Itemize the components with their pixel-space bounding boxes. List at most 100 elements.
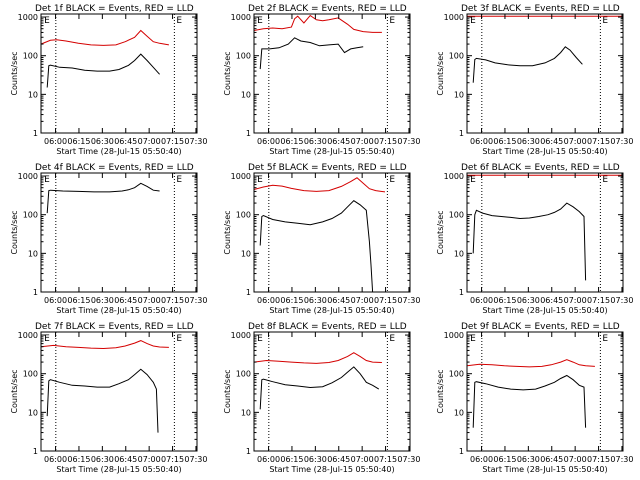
y-axis-label: Counts/sec — [10, 210, 19, 254]
x-tick-label: 07:00 — [138, 455, 161, 464]
plot-title-4: Det 4f BLACK = Events, RED = LLD — [35, 163, 194, 173]
detector-plot-4: Det 4f BLACK = Events, RED = LLD E E 1 10 100… — [10, 163, 207, 315]
y-axis-label: Counts/sec — [223, 369, 232, 413]
x-tick-label: 06:45 — [540, 296, 563, 305]
y-tick-label: 100 — [449, 370, 464, 379]
x-tick-label: 07:00 — [564, 296, 587, 305]
x-tick-label: 06:45 — [540, 137, 563, 146]
y-tick-label: 1000 — [18, 13, 38, 22]
y-tick-label: 1000 — [231, 331, 251, 340]
y-tick-label: 10 — [454, 408, 464, 417]
series-line-events — [46, 53, 160, 88]
x-tick-label: 07:00 — [138, 137, 161, 146]
plot-title-5: Det 5f BLACK = Events, RED = LLD — [248, 163, 407, 173]
corner-mark: E — [389, 175, 395, 185]
x-axis-label: Start Time (28-Jul-15 05:50:40) — [482, 306, 607, 315]
series-line-events — [46, 368, 159, 433]
x-tick-label: 07:15 — [374, 137, 397, 146]
y-tick-label: 1000 — [18, 172, 38, 181]
y-tick-label: 1000 — [444, 331, 464, 340]
corner-mark: E — [257, 334, 263, 344]
y-tick-label: 1000 — [444, 172, 464, 181]
x-tick-label: 06:30 — [91, 137, 114, 146]
y-tick-label: 100 — [236, 370, 251, 379]
plot-title-3: Det 3f BLACK = Events, RED = LLD — [461, 4, 620, 14]
x-tick-label: 06:00 — [44, 137, 67, 146]
plot-title-7: Det 7f BLACK = Events, RED = LLD — [35, 322, 194, 332]
series-line-lld — [467, 359, 595, 368]
series-line-lld — [41, 340, 169, 350]
x-tick-label: 06:45 — [327, 455, 350, 464]
corner-mark: E — [44, 175, 50, 185]
plot-frame — [253, 172, 411, 293]
x-axis-label: Start Time (28-Jul-15 05:50:40) — [482, 147, 607, 156]
x-tick-label: 07:15 — [161, 296, 184, 305]
y-tick-label: 1000 — [18, 331, 38, 340]
y-axis-label: Counts/sec — [223, 210, 232, 254]
x-tick-label: 07:00 — [564, 137, 587, 146]
y-axis-label: Counts/sec — [10, 369, 19, 413]
corner-mark: E — [602, 334, 608, 344]
plot-title-6: Det 6f BLACK = Events, RED = LLD — [461, 163, 620, 173]
y-tick-label: 1 — [246, 288, 251, 297]
corner-mark: E — [470, 175, 476, 185]
x-tick-label: 06:30 — [304, 296, 327, 305]
y-tick-label: 10 — [28, 408, 38, 417]
x-tick-label: 07:15 — [374, 296, 397, 305]
series-line-lld — [254, 177, 386, 193]
x-tick-label: 06:15 — [493, 455, 516, 464]
detector-plot-3: Det 3f BLACK = Events, RED = LLD E E 1 10 100… — [436, 4, 633, 156]
x-tick-label: 06:00 — [257, 296, 280, 305]
x-tick-label: 06:30 — [91, 296, 114, 305]
x-tick-label: 06:00 — [470, 455, 493, 464]
corner-mark: E — [389, 334, 395, 344]
x-axis-label: Start Time (28-Jul-15 05:50:40) — [56, 306, 181, 315]
x-tick-label: 07:15 — [161, 137, 184, 146]
plot-frame — [40, 172, 198, 293]
x-tick-label: 06:45 — [114, 296, 137, 305]
detector-plot-1: Det 1f BLACK = Events, RED = LLD E E 1 10 100… — [10, 4, 207, 156]
x-tick-label: 06:30 — [517, 296, 540, 305]
x-tick-label: 07:30 — [610, 296, 633, 305]
series-line-lld — [41, 29, 169, 46]
x-tick-label: 07:30 — [184, 137, 207, 146]
x-tick-label: 07:15 — [374, 455, 397, 464]
series-line-events — [472, 202, 587, 281]
y-tick-label: 100 — [23, 211, 38, 220]
x-tick-label: 06:15 — [67, 455, 90, 464]
y-tick-label: 10 — [241, 90, 251, 99]
plot-frame — [253, 13, 411, 134]
x-tick-label: 06:15 — [280, 455, 303, 464]
corner-mark: E — [176, 16, 182, 26]
y-tick-label: 10 — [241, 249, 251, 258]
y-tick-label: 100 — [449, 52, 464, 61]
y-axis-label: Counts/sec — [436, 210, 445, 254]
y-tick-label: 1000 — [444, 13, 464, 22]
x-tick-label: 07:00 — [351, 455, 374, 464]
y-tick-label: 100 — [449, 211, 464, 220]
corner-mark: E — [176, 175, 182, 185]
x-tick-label: 07:15 — [587, 296, 610, 305]
series-line-events — [259, 200, 374, 292]
x-tick-label: 06:30 — [517, 137, 540, 146]
series-line-events — [259, 366, 380, 410]
x-tick-label: 06:00 — [470, 296, 493, 305]
x-tick-label: 07:30 — [610, 137, 633, 146]
detector-plot-8: Det 8f BLACK = Events, RED = LLD E E 1 10 100… — [223, 322, 420, 474]
plot-title-9: Det 9f BLACK = Events, RED = LLD — [461, 322, 620, 332]
detector-plot-9: Det 9f BLACK = Events, RED = LLD E E 1 10 100… — [436, 322, 633, 474]
x-axis-label: Start Time (28-Jul-15 05:50:40) — [482, 465, 607, 474]
x-tick-label: 06:15 — [67, 296, 90, 305]
x-tick-label: 06:15 — [493, 296, 516, 305]
y-axis-label: Counts/sec — [436, 369, 445, 413]
y-tick-label: 10 — [241, 408, 251, 417]
x-tick-label: 07:15 — [161, 455, 184, 464]
x-tick-label: 06:30 — [517, 455, 540, 464]
x-tick-label: 07:30 — [397, 137, 420, 146]
x-tick-label: 07:15 — [587, 455, 610, 464]
x-tick-label: 06:00 — [257, 455, 280, 464]
plot-frame — [40, 13, 198, 134]
series-line-lld — [254, 352, 382, 364]
x-tick-label: 06:45 — [114, 455, 137, 464]
